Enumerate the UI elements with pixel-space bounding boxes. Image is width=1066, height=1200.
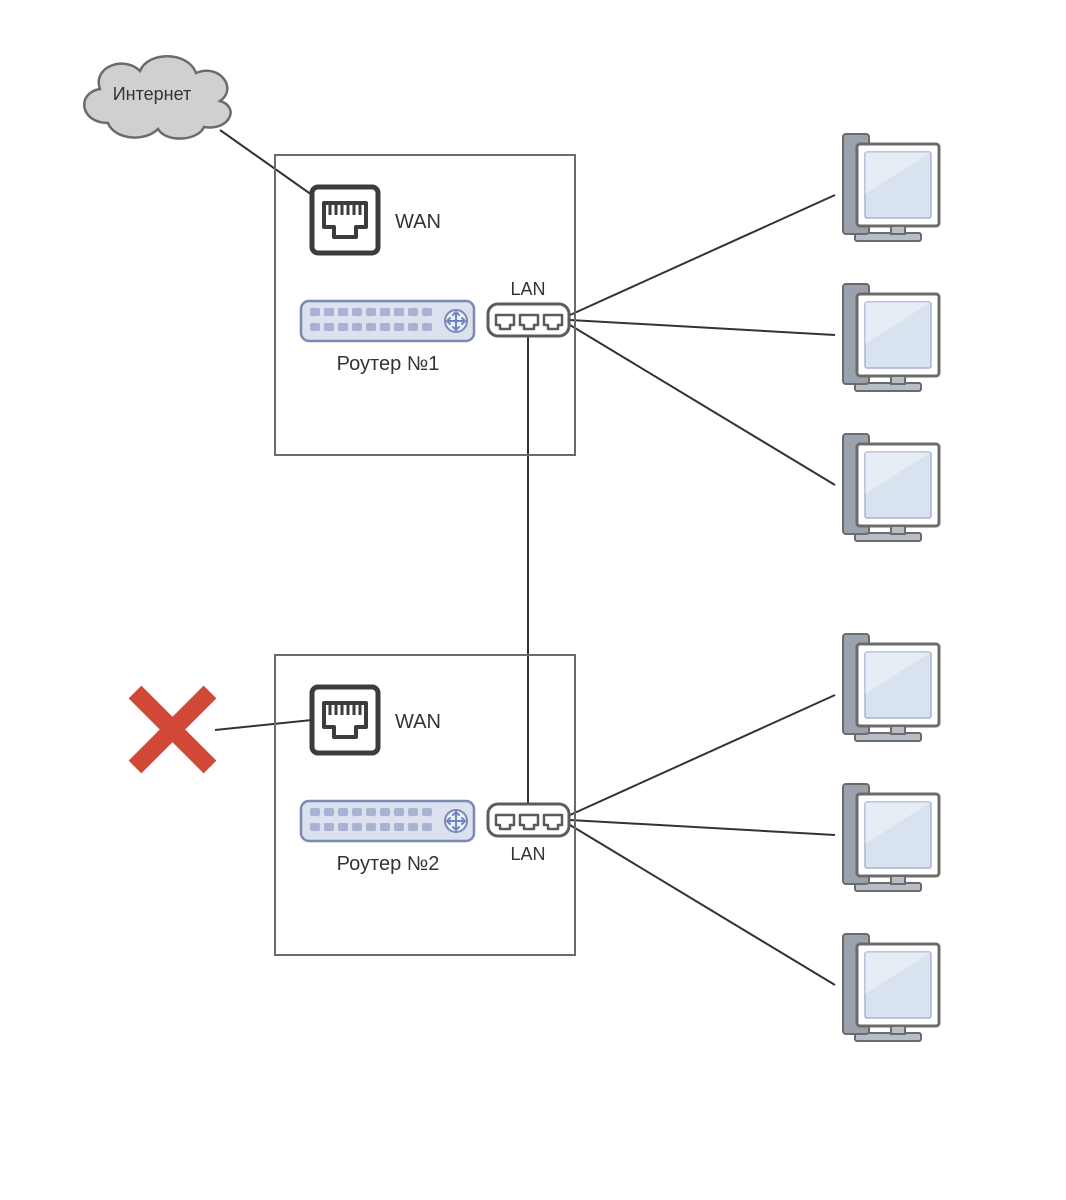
edge-lan1-pc1 (570, 195, 835, 315)
wan1-label: WAN (395, 211, 441, 233)
pc1-icon (843, 134, 939, 241)
lan1-label: LAN (510, 279, 545, 299)
lan2-label: LAN (510, 844, 545, 864)
lan-port-2-icon (488, 804, 569, 836)
pc3-icon (843, 434, 939, 541)
switch-2-icon (301, 801, 474, 841)
switch-1-icon (301, 301, 474, 341)
pc4-icon (843, 634, 939, 741)
internet-label: Интернет (113, 84, 192, 104)
edge-cloud-wan1 (220, 130, 312, 195)
edge-lan1-pc3 (570, 325, 835, 485)
router2-label: Роутер №2 (337, 853, 440, 875)
pc6-icon (843, 934, 939, 1041)
edge-lan2-pc6 (570, 825, 835, 985)
edge-cross-wan2 (215, 720, 312, 730)
lan-port-1-icon (488, 304, 569, 336)
pc5-icon (843, 784, 939, 891)
wan-port-1-icon (312, 187, 378, 253)
edge-lan1-pc2 (570, 320, 835, 335)
wan-port-2-icon (312, 687, 378, 753)
edge-lan2-pc4 (570, 695, 835, 815)
cross-icon (135, 692, 210, 767)
edge-lan2-pc5 (570, 820, 835, 835)
pc2-icon (843, 284, 939, 391)
wan2-label: WAN (395, 711, 441, 733)
router1-label: Роутер №1 (337, 353, 440, 375)
